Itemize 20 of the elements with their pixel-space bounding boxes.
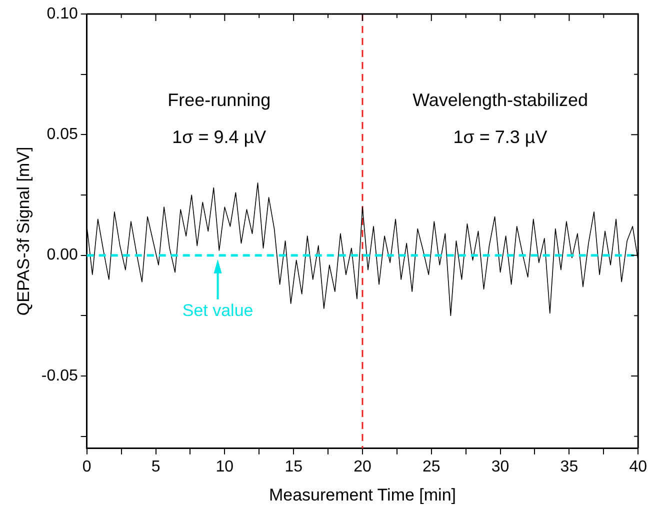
x-tick-label: 20 — [354, 458, 372, 476]
x-tick-label: 15 — [284, 458, 303, 476]
annotation: Wavelength-stabilized — [412, 90, 588, 110]
annotation: Set value — [182, 301, 254, 320]
annotation: 1σ = 7.3 µV — [453, 126, 548, 147]
y-axis-title: QEPAS-3f Signal [mV] — [14, 146, 33, 316]
x-tick-label: 10 — [216, 458, 234, 476]
y-tick-label: 0.10 — [46, 5, 78, 22]
x-tick-label: 30 — [491, 458, 510, 476]
y-tick-label: -0.05 — [41, 367, 78, 384]
annotation: 1σ = 9.4 µV — [172, 126, 266, 147]
x-tick-label: 35 — [560, 458, 578, 476]
x-tick-label: 0 — [82, 458, 92, 476]
y-tick-label: 0.05 — [46, 126, 78, 144]
x-tick-label: 5 — [151, 458, 160, 476]
x-tick-label: 40 — [629, 458, 648, 476]
annotation: Free-running — [168, 90, 271, 110]
y-tick-label: 0.00 — [46, 246, 78, 264]
x-tick-label: 25 — [422, 458, 440, 476]
x-axis-title: Measurement Time [min] — [268, 485, 456, 504]
